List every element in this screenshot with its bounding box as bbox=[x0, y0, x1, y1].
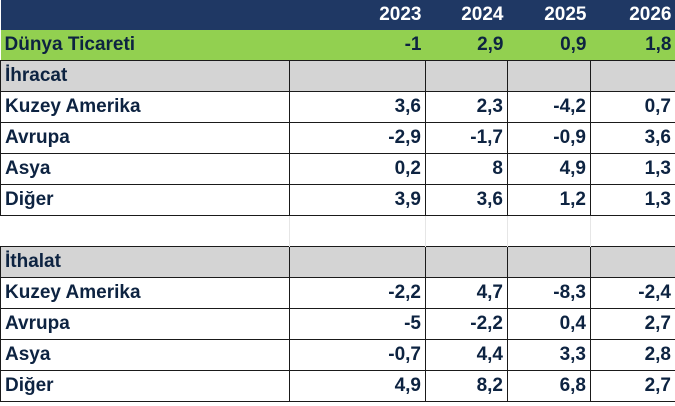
cell-value: 1,3 bbox=[590, 184, 675, 216]
cell-value: 6,8 bbox=[507, 370, 591, 402]
empty-cell bbox=[425, 215, 508, 247]
cell-value: 2,3 bbox=[425, 91, 508, 123]
section-header-exports: İhracat bbox=[0, 60, 675, 92]
header-cell-2026: 2026 bbox=[590, 0, 675, 30]
cell-value: -2,4 bbox=[590, 277, 675, 309]
header-cell-label bbox=[0, 0, 290, 30]
header-cell-2023: 2023 bbox=[289, 0, 426, 30]
row-label: Diğer bbox=[0, 184, 290, 216]
section-header-imports: İthalat bbox=[0, 246, 675, 278]
section-title: İhracat bbox=[0, 60, 290, 92]
empty-cell bbox=[590, 215, 675, 247]
empty-cell bbox=[289, 60, 426, 92]
cell-value: 3,6 bbox=[425, 184, 508, 216]
header-row: 2023 2024 2025 2026 bbox=[0, 0, 675, 30]
spacer-row bbox=[0, 215, 675, 247]
cell-value: 1,8 bbox=[590, 30, 675, 61]
table-row: Diğer 3,9 3,6 1,2 1,3 bbox=[0, 184, 675, 216]
row-label: Avrupa bbox=[0, 122, 290, 154]
header-cell-2024: 2024 bbox=[425, 0, 508, 30]
cell-value: 0,4 bbox=[507, 308, 591, 340]
cell-value: 1,2 bbox=[507, 184, 591, 216]
cell-value: 4,4 bbox=[425, 339, 508, 371]
row-label: Diğer bbox=[0, 370, 290, 402]
empty-cell bbox=[590, 246, 675, 278]
cell-value: 3,6 bbox=[289, 91, 426, 123]
cell-value: 4,9 bbox=[507, 153, 591, 185]
cell-value: 8,2 bbox=[425, 370, 508, 402]
row-label: Asya bbox=[0, 339, 290, 371]
empty-cell bbox=[425, 60, 508, 92]
cell-value: 2,7 bbox=[590, 308, 675, 340]
section-title: İthalat bbox=[0, 246, 290, 278]
empty-cell bbox=[590, 60, 675, 92]
world-trade-row: Dünya Ticareti -1 2,9 0,9 1,8 bbox=[0, 30, 675, 61]
cell-value: 4,9 bbox=[289, 370, 426, 402]
empty-cell bbox=[507, 215, 591, 247]
cell-value: 0,2 bbox=[289, 153, 426, 185]
cell-value: 3,9 bbox=[289, 184, 426, 216]
cell-value: 3,6 bbox=[590, 122, 675, 154]
cell-value: -1,7 bbox=[425, 122, 508, 154]
table-row: Kuzey Amerika 3,6 2,3 -4,2 0,7 bbox=[0, 91, 675, 123]
header-cell-2025: 2025 bbox=[507, 0, 591, 30]
table-row: Avrupa -2,9 -1,7 -0,9 3,6 bbox=[0, 122, 675, 154]
cell-value: 2,8 bbox=[590, 339, 675, 371]
cell-value: -0,9 bbox=[507, 122, 591, 154]
row-label: Kuzey Amerika bbox=[0, 91, 290, 123]
row-label: Dünya Ticareti bbox=[0, 30, 290, 61]
table-row: Asya 0,2 8 4,9 1,3 bbox=[0, 153, 675, 185]
cell-value: -0,7 bbox=[289, 339, 426, 371]
table-row: Kuzey Amerika -2,2 4,7 -8,3 -2,4 bbox=[0, 277, 675, 309]
cell-value: -1 bbox=[289, 30, 426, 61]
table-row: Diğer 4,9 8,2 6,8 2,7 bbox=[0, 370, 675, 402]
row-label: Avrupa bbox=[0, 308, 290, 340]
cell-value: -8,3 bbox=[507, 277, 591, 309]
cell-value: -2,2 bbox=[425, 308, 508, 340]
cell-value: -5 bbox=[289, 308, 426, 340]
cell-value: -2,9 bbox=[289, 122, 426, 154]
cell-value: -4,2 bbox=[507, 91, 591, 123]
empty-cell bbox=[507, 60, 591, 92]
table-row: Asya -0,7 4,4 3,3 2,8 bbox=[0, 339, 675, 371]
cell-value: -2,2 bbox=[289, 277, 426, 309]
cell-value: 4,7 bbox=[425, 277, 508, 309]
cell-value: 0,7 bbox=[590, 91, 675, 123]
cell-value: 3,3 bbox=[507, 339, 591, 371]
cell-value: 1,3 bbox=[590, 153, 675, 185]
cell-value: 8 bbox=[425, 153, 508, 185]
cell-value: 2,9 bbox=[425, 30, 508, 61]
empty-cell bbox=[507, 246, 591, 278]
empty-cell bbox=[425, 246, 508, 278]
empty-cell bbox=[289, 215, 426, 247]
cell-value: 2,7 bbox=[590, 370, 675, 402]
row-label: Asya bbox=[0, 153, 290, 185]
row-label: Kuzey Amerika bbox=[0, 277, 290, 309]
empty-cell bbox=[0, 215, 290, 247]
table-row: Avrupa -5 -2,2 0,4 2,7 bbox=[0, 308, 675, 340]
cell-value: 0,9 bbox=[507, 30, 591, 61]
empty-cell bbox=[289, 246, 426, 278]
